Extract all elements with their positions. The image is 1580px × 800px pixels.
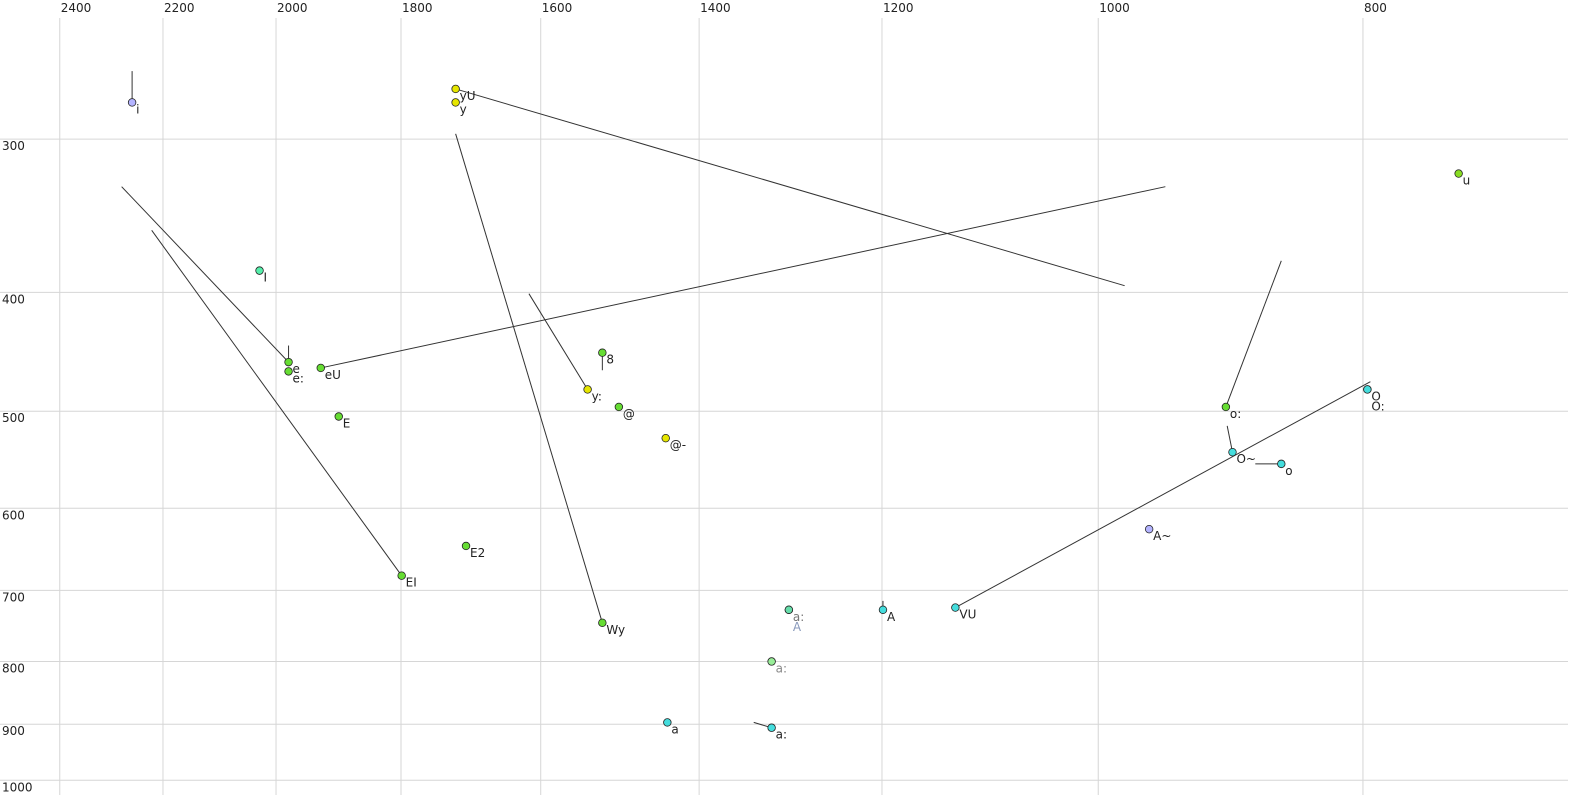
- vowel-label: O:: [1371, 399, 1384, 413]
- x-tick-label: 1600: [542, 1, 573, 15]
- x-tick-label: 1000: [1099, 1, 1130, 15]
- vowel-label: a: [671, 722, 678, 736]
- vowel-label: A: [793, 620, 802, 634]
- vowel-point: [784, 605, 794, 614]
- x-tick-label: 800: [1364, 1, 1387, 15]
- trajectory: [121, 186, 289, 363]
- x-tick-label: 2000: [277, 1, 308, 15]
- vowel-label: u: [1463, 174, 1471, 188]
- vowel-label: o: [1285, 464, 1292, 478]
- vowel-point: [583, 385, 592, 394]
- vowel-label: I: [264, 271, 268, 285]
- vowel-label: O~: [1236, 452, 1256, 466]
- vowel-label: eU: [325, 368, 341, 382]
- vowel-label: A: [887, 610, 896, 624]
- vowel-label: e: [293, 362, 300, 376]
- vowel-label: A~: [1153, 529, 1171, 543]
- vowel-label: e:: [293, 371, 304, 385]
- vowel-point: [951, 603, 960, 612]
- vowel-point: [316, 363, 325, 373]
- vowel-point: [451, 98, 460, 107]
- x-tick-label: 1200: [883, 1, 914, 15]
- trajectory: [455, 88, 1125, 287]
- vowel-label: o:: [1230, 407, 1241, 421]
- vowel-point: [461, 541, 471, 551]
- vowel-label: Wy: [606, 623, 625, 637]
- x-tick-label: 2200: [164, 1, 195, 15]
- y-tick-label: 400: [2, 292, 25, 306]
- vowel-point: [1228, 447, 1237, 457]
- vowel-label: E: [343, 416, 351, 430]
- vowel-point: [1277, 459, 1286, 469]
- y-tick-label: 1000: [2, 780, 33, 794]
- vowel-point: [1454, 169, 1463, 178]
- y-tick-label: 600: [2, 508, 25, 522]
- y-tick-label: 800: [2, 661, 25, 675]
- x-tick-label: 1400: [700, 1, 731, 15]
- vowel-point: [661, 433, 670, 443]
- vowel-label: O: [1371, 389, 1380, 403]
- vowel-point: [334, 412, 343, 421]
- trajectory: [1226, 425, 1233, 453]
- vowel-point: [451, 84, 460, 94]
- vowel-label: E2: [470, 546, 485, 560]
- vowel-label: y: [460, 102, 467, 116]
- y-tick-label: 300: [2, 139, 25, 153]
- x-tick-label: 2400: [61, 1, 92, 15]
- vowel-point: [397, 571, 406, 580]
- vowel-label: a:: [776, 661, 787, 675]
- vowel-label: EI: [406, 576, 417, 590]
- vowel-point: [127, 98, 137, 107]
- vowel-point: [614, 402, 624, 412]
- vowel-label: a:: [776, 728, 787, 742]
- trajectory: [320, 186, 1166, 369]
- trajectory: [455, 133, 603, 623]
- vowel-point: [255, 266, 264, 275]
- vowel-point: [767, 723, 776, 732]
- trajectory: [151, 230, 403, 577]
- vowel-point: [1221, 402, 1231, 412]
- y-tick-label: 700: [2, 590, 25, 604]
- vowel-point: [284, 357, 293, 367]
- x-tick-label: 1800: [402, 1, 433, 15]
- y-tick-label: 500: [2, 411, 25, 425]
- trajectory: [528, 293, 589, 390]
- vowel-point: [1144, 524, 1154, 534]
- y-tick-label: 900: [2, 724, 25, 738]
- vowel-label: yU: [460, 89, 476, 103]
- vowel-point: [663, 718, 672, 727]
- vowel-point: [284, 367, 293, 376]
- vowel-label: VU: [959, 608, 976, 622]
- trajectory: [1225, 260, 1282, 408]
- trajectory: [955, 381, 1371, 609]
- vowel-label: @: [623, 407, 635, 421]
- vowel-point: [598, 348, 607, 357]
- vowel-label: 8: [606, 353, 614, 367]
- vowel-label: a:: [793, 610, 804, 624]
- vowel-point: [767, 657, 776, 666]
- vowel-label: i: [136, 102, 139, 116]
- vowel-point: [598, 618, 607, 628]
- vowel-point: [878, 605, 888, 614]
- vowel-point: [1363, 385, 1372, 394]
- vowel-label: @-: [670, 438, 686, 452]
- vowel-label: y:: [592, 389, 602, 403]
